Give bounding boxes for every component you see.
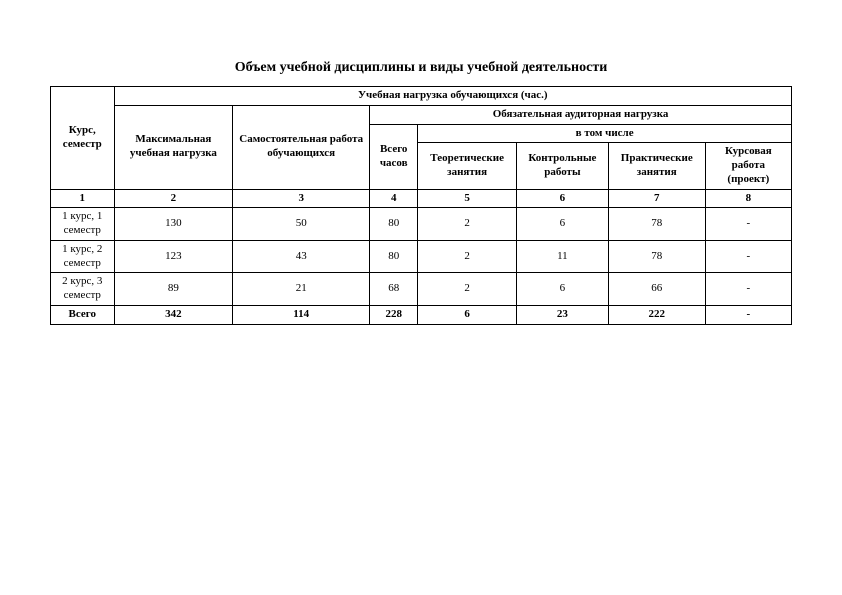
curriculum-table: Курс, семестр Учебная нагрузка обучающих… bbox=[50, 86, 792, 325]
cell: 80 bbox=[370, 240, 418, 273]
col-theory: Теоретические занятия bbox=[418, 143, 517, 189]
total-label: Всего bbox=[51, 305, 115, 324]
cell: 114 bbox=[233, 305, 370, 324]
cell: 2 bbox=[418, 240, 517, 273]
cell: - bbox=[705, 240, 791, 273]
num-col-6: 6 bbox=[517, 189, 609, 208]
cell: - bbox=[705, 208, 791, 241]
cell: 66 bbox=[608, 273, 705, 306]
col-control: Контрольные работы bbox=[517, 143, 609, 189]
col-course-semester: Курс, семестр bbox=[51, 87, 115, 190]
cell: 222 bbox=[608, 305, 705, 324]
table-row: 1 курс, 2 семестр 123 43 80 2 11 78 - bbox=[51, 240, 792, 273]
cell: - bbox=[705, 305, 791, 324]
cell: 130 bbox=[114, 208, 233, 241]
cell: 11 bbox=[517, 240, 609, 273]
cell: 228 bbox=[370, 305, 418, 324]
cell: 50 bbox=[233, 208, 370, 241]
cell: 21 bbox=[233, 273, 370, 306]
col-mandatory-header: Обязательная аудиторная нагрузка bbox=[370, 105, 792, 124]
cell: 6 bbox=[418, 305, 517, 324]
col-self-study: Самостоятельная работа обучающихся bbox=[233, 105, 370, 189]
cell: 2 bbox=[418, 208, 517, 241]
cell: 78 bbox=[608, 208, 705, 241]
row-label: 1 курс, 2 семестр bbox=[51, 240, 115, 273]
cell: 23 bbox=[517, 305, 609, 324]
cell: 78 bbox=[608, 240, 705, 273]
table-row: 1 курс, 1 семестр 130 50 80 2 6 78 - bbox=[51, 208, 792, 241]
cell: 2 bbox=[418, 273, 517, 306]
num-col-8: 8 bbox=[705, 189, 791, 208]
page-title: Объем учебной дисциплины и виды учебной … bbox=[50, 60, 792, 76]
row-label: 1 курс, 1 семестр bbox=[51, 208, 115, 241]
table-row: 2 курс, 3 семестр 89 21 68 2 6 66 - bbox=[51, 273, 792, 306]
cell: 6 bbox=[517, 208, 609, 241]
cell: 68 bbox=[370, 273, 418, 306]
cell: 123 bbox=[114, 240, 233, 273]
cell: 89 bbox=[114, 273, 233, 306]
col-max-load: Максимальная учебная нагрузка bbox=[114, 105, 233, 189]
table-row-total: Всего 342 114 228 6 23 222 - bbox=[51, 305, 792, 324]
num-col-1: 1 bbox=[51, 189, 115, 208]
col-coursework: Курсовая работа (проект) bbox=[705, 143, 791, 189]
num-col-4: 4 bbox=[370, 189, 418, 208]
num-col-5: 5 bbox=[418, 189, 517, 208]
cell: 342 bbox=[114, 305, 233, 324]
num-col-7: 7 bbox=[608, 189, 705, 208]
cell: 80 bbox=[370, 208, 418, 241]
col-total-hours: Всего часов bbox=[370, 124, 418, 189]
num-col-2: 2 bbox=[114, 189, 233, 208]
col-including: в том числе bbox=[418, 124, 792, 143]
col-workload-header: Учебная нагрузка обучающихся (час.) bbox=[114, 87, 791, 106]
col-practical: Практические занятия bbox=[608, 143, 705, 189]
num-col-3: 3 bbox=[233, 189, 370, 208]
row-label: 2 курс, 3 семестр bbox=[51, 273, 115, 306]
cell: - bbox=[705, 273, 791, 306]
cell: 6 bbox=[517, 273, 609, 306]
cell: 43 bbox=[233, 240, 370, 273]
